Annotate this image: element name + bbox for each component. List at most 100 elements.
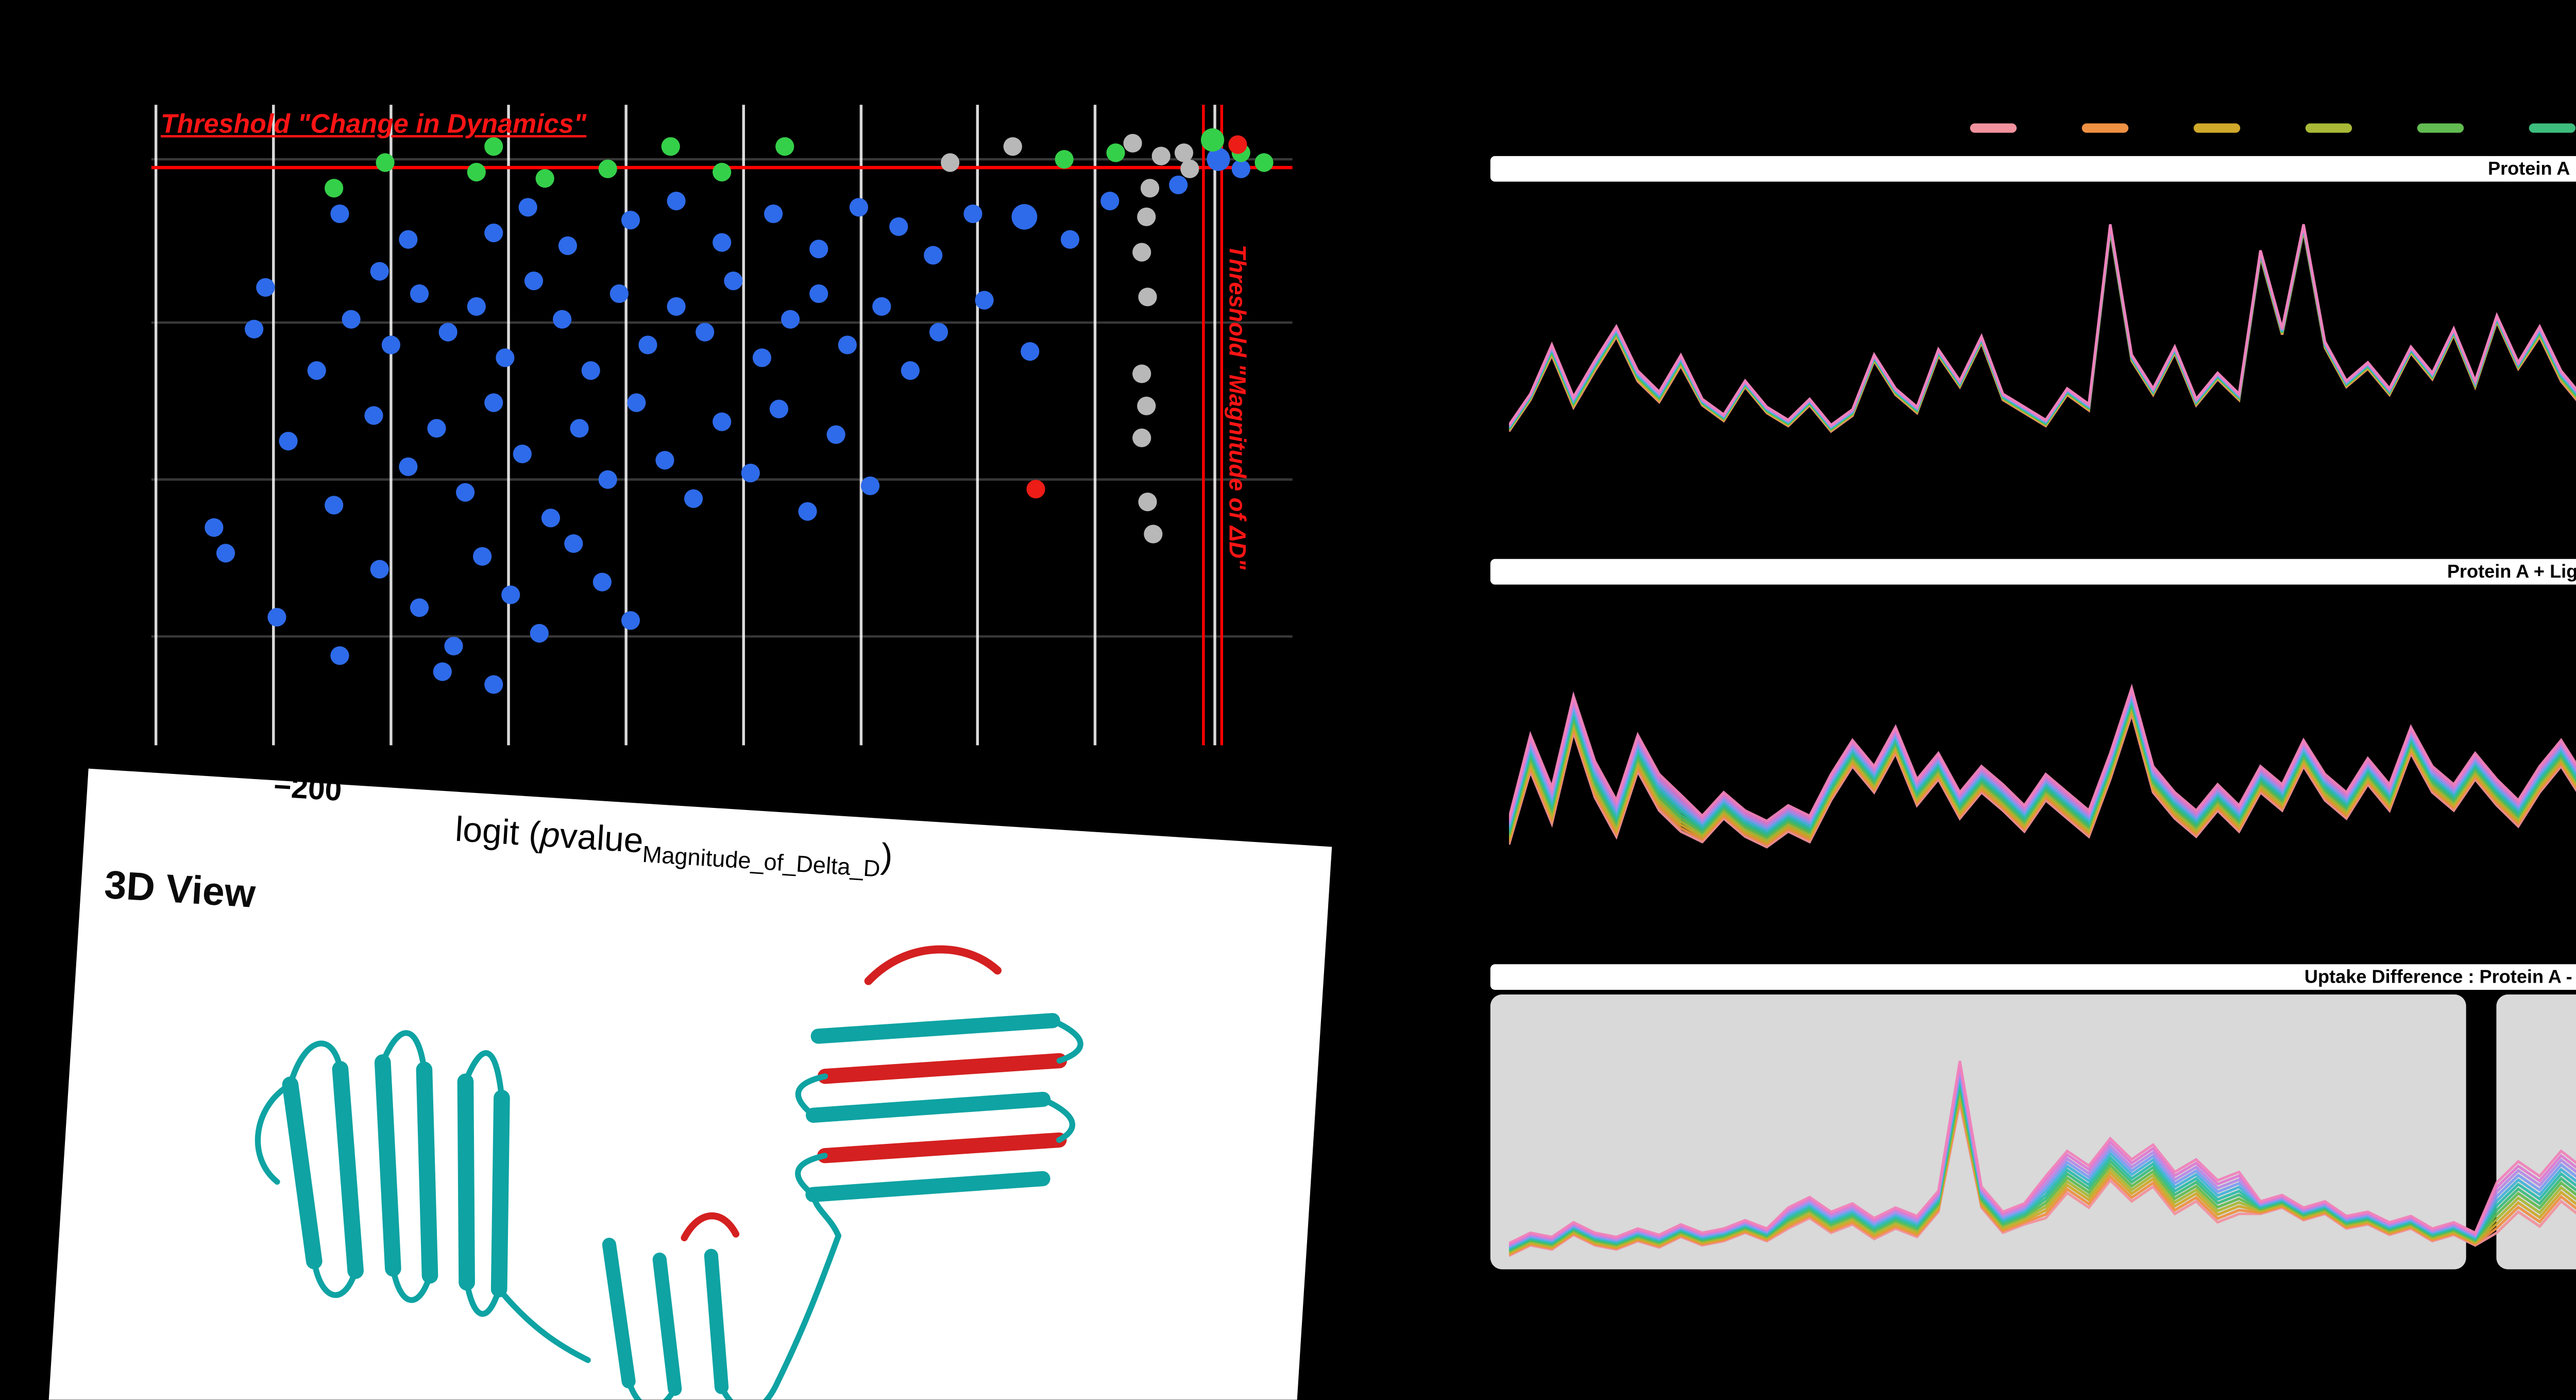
scatter-point[interactable] — [872, 297, 891, 316]
scatter-point[interactable] — [513, 444, 532, 464]
scatter-point[interactable] — [1180, 159, 1199, 178]
scatter-point[interactable] — [667, 191, 686, 211]
scatter-point[interactable] — [279, 432, 298, 451]
scatter-point[interactable] — [484, 137, 503, 156]
scatter-point[interactable] — [598, 470, 617, 489]
scatter-point[interactable] — [941, 153, 960, 172]
scatter-point[interactable] — [484, 223, 503, 243]
scatter-point[interactable] — [1003, 137, 1022, 156]
protein-ribbon-graphic[interactable] — [45, 769, 1332, 1400]
scatter-point[interactable] — [1021, 342, 1040, 361]
scatter-point[interactable] — [1106, 143, 1125, 162]
scatter-point[interactable] — [484, 393, 503, 412]
scatter-point[interactable] — [1137, 396, 1156, 415]
scatter-point[interactable] — [592, 572, 612, 592]
scatter-point[interactable] — [205, 518, 224, 537]
scatter-point[interactable] — [541, 509, 561, 528]
uptake-difference-chart[interactable] — [1509, 1051, 2576, 1260]
scatter-point[interactable] — [764, 204, 783, 224]
legend-swatch[interactable] — [2529, 123, 2576, 133]
scatter-point[interactable] — [438, 323, 457, 342]
scatter-point[interactable] — [570, 419, 589, 438]
scatter-point[interactable] — [1255, 153, 1274, 172]
scatter-point[interactable] — [1174, 143, 1194, 162]
scatter-point[interactable] — [696, 323, 715, 342]
scatter-point[interactable] — [376, 153, 395, 172]
scatter-point[interactable] — [267, 608, 286, 627]
scatter-point[interactable] — [1138, 492, 1157, 512]
scatter-point[interactable] — [524, 272, 544, 291]
scatter-point[interactable] — [410, 598, 429, 617]
scatter-point[interactable] — [889, 217, 908, 236]
scatter-point[interactable] — [1140, 179, 1160, 198]
scatter-point[interactable] — [627, 393, 646, 412]
scatter-point[interactable] — [1200, 128, 1225, 152]
scatter-point[interactable] — [713, 162, 732, 182]
scatter-point[interactable] — [667, 297, 686, 316]
scatter-point[interactable] — [661, 137, 680, 156]
scatter-point[interactable] — [484, 675, 503, 694]
scatter-point[interactable] — [1132, 428, 1151, 447]
volcano-scatter-canvas[interactable] — [151, 105, 1293, 746]
scatter-point[interactable] — [444, 636, 463, 655]
scatter-point[interactable] — [1123, 133, 1142, 153]
scatter-point[interactable] — [330, 646, 349, 665]
scatter-point[interactable] — [1100, 191, 1120, 211]
legend-swatch[interactable] — [2305, 123, 2352, 133]
scatter-point[interactable] — [256, 278, 275, 297]
scatter-point[interactable] — [849, 198, 869, 217]
scatter-point[interactable] — [775, 137, 794, 156]
scatter-point[interactable] — [535, 169, 554, 188]
legend-swatch[interactable] — [2417, 123, 2464, 133]
scatter-point[interactable] — [809, 284, 828, 303]
scatter-point[interactable] — [1137, 207, 1156, 226]
scatter-point[interactable] — [1144, 525, 1163, 544]
scatter-point[interactable] — [467, 297, 486, 316]
scatter-point[interactable] — [713, 412, 732, 431]
scatter-point[interactable] — [621, 611, 640, 630]
scatter-point[interactable] — [975, 291, 994, 310]
scatter-point[interactable] — [924, 246, 943, 265]
scatter-point[interactable] — [1151, 146, 1171, 165]
scatter-point[interactable] — [752, 348, 772, 367]
scatter-point[interactable] — [496, 348, 515, 367]
scatter-point[interactable] — [781, 310, 800, 329]
scatter-point[interactable] — [342, 310, 361, 329]
scatter-point[interactable] — [1169, 175, 1188, 194]
scatter-point[interactable] — [861, 476, 880, 495]
3d-view-panel[interactable]: 3D View — [44, 768, 1332, 1400]
scatter-point[interactable] — [553, 310, 572, 329]
scatter-point[interactable] — [410, 284, 429, 303]
scatter-point[interactable] — [598, 159, 617, 178]
scatter-point[interactable] — [433, 662, 452, 681]
scatter-point[interactable] — [838, 335, 857, 355]
scatter-point[interactable] — [769, 399, 789, 418]
scatter-point[interactable] — [901, 361, 920, 380]
scatter-point[interactable] — [370, 262, 389, 281]
scatter-point[interactable] — [1055, 150, 1074, 169]
scatter-point[interactable] — [245, 319, 264, 339]
legend-swatch[interactable] — [1970, 123, 2017, 133]
scatter-point[interactable] — [581, 361, 600, 380]
scatter-point[interactable] — [530, 623, 549, 643]
scatter-point[interactable] — [558, 236, 578, 255]
scatter-point[interactable] — [1228, 135, 1247, 154]
scatter-point[interactable] — [381, 335, 400, 355]
scatter-point[interactable] — [216, 544, 235, 563]
scatter-point[interactable] — [929, 323, 948, 342]
scatter-point[interactable] — [1011, 204, 1038, 230]
scatter-point[interactable] — [307, 361, 326, 380]
legend-swatch[interactable] — [2193, 123, 2241, 133]
scatter-point[interactable] — [467, 162, 486, 182]
scatter-point[interactable] — [330, 204, 349, 224]
scatter-point[interactable] — [809, 240, 828, 259]
scatter-point[interactable] — [724, 272, 743, 291]
scatter-point[interactable] — [741, 463, 760, 483]
uptake-chart-protein-a[interactable] — [1509, 214, 2576, 475]
scatter-point[interactable] — [798, 502, 817, 521]
scatter-point[interactable] — [325, 496, 344, 515]
scatter-point[interactable] — [963, 204, 982, 224]
scatter-point[interactable] — [456, 483, 475, 502]
scatter-point[interactable] — [364, 406, 383, 425]
scatter-point[interactable] — [638, 335, 657, 355]
